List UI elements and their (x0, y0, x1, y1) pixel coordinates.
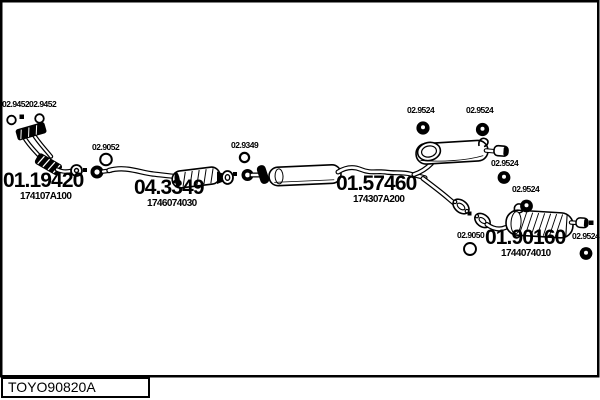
hanger-rod (478, 137, 489, 148)
front-downpipe (15, 122, 83, 177)
fitting-code: 02.9524 (512, 184, 540, 194)
rubber-mount-icon (579, 247, 593, 260)
part-number: 01.57460 (336, 172, 417, 195)
rubber-mount-icon (416, 121, 430, 135)
part-oe-ref: 1746074030 (147, 198, 197, 209)
catalytic-converter (171, 166, 221, 189)
part-oe-ref: 1744074010 (501, 248, 551, 259)
centre-muffler (256, 161, 434, 187)
rear-muffler-lower (474, 203, 589, 239)
gasket-ring-icon (238, 151, 251, 164)
fitting-code: 02.9452 (29, 99, 57, 109)
fitting-code: 02.9052 (92, 142, 120, 152)
inlet-flange (256, 165, 270, 184)
part-number: 01.90160 (485, 226, 566, 249)
part-label-rear-muffler: 01.90160 1744074010 (485, 226, 566, 259)
fitting-code: 02.9524 (466, 105, 494, 115)
gasket-ring-icon (463, 242, 477, 256)
drawing-code-box: TOYO90820A (1, 377, 150, 398)
gasket-ring-icon (6, 114, 17, 126)
fitting-code: 02.9524 (572, 231, 600, 241)
part-label-catalyst: 04.3349 1746074030 (134, 176, 205, 209)
fitting-code: 02.9524 (407, 105, 435, 115)
part-oe-ref: 174307A200 (353, 194, 405, 205)
part-number: 04.3349 (134, 176, 205, 199)
fitting-code: 02.9349 (231, 140, 259, 150)
drawing-code: TOYO90820A (8, 379, 96, 395)
fitting-code: 02.9050 (457, 230, 485, 240)
manifold-flange (15, 122, 47, 141)
bolt-marker (233, 172, 237, 176)
bolt-marker (19, 114, 24, 119)
part-number: 01.19420 (3, 169, 84, 192)
fitting-code: 02.9452 (2, 99, 30, 109)
part-oe-ref: 174107A100 (20, 191, 72, 202)
rubber-mount-icon (475, 122, 490, 137)
tailpipe-tip (493, 144, 509, 157)
gasket-ring-icon (34, 113, 45, 124)
part-label-front-pipe: 01.19420 174107A100 (3, 169, 84, 202)
rubber-mount-icon (520, 199, 533, 213)
bolt-marker (83, 168, 87, 172)
bolt-marker (589, 220, 594, 225)
tailpipe-tip (575, 217, 589, 229)
rear-link-pipe (420, 176, 470, 215)
catalyst-pipe (106, 166, 234, 189)
part-label-centre-muffler: 01.57460 174307A200 (336, 172, 417, 205)
rubber-mount-icon (497, 171, 511, 184)
bolt-marker (467, 211, 472, 216)
rear-muffler-upper (415, 137, 509, 165)
gasket-ring-icon (99, 152, 113, 167)
diagram-frame (0, 0, 600, 378)
fitting-code: 02.9524 (491, 158, 519, 168)
